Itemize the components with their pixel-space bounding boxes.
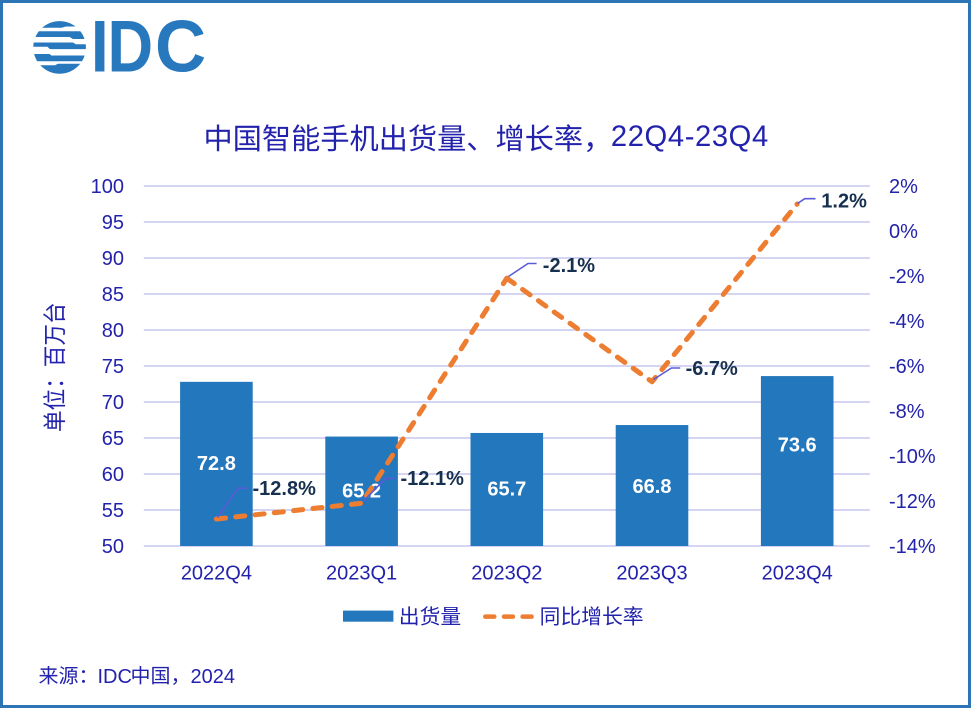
svg-text:-8%: -8% — [889, 401, 925, 423]
svg-text:2023Q1: 2023Q1 — [326, 563, 397, 585]
svg-text:100: 100 — [91, 176, 124, 198]
svg-text:60: 60 — [102, 464, 124, 486]
svg-text:80: 80 — [102, 320, 124, 342]
svg-text:65.7: 65.7 — [487, 479, 526, 501]
svg-text:-6%: -6% — [889, 356, 925, 378]
svg-text:65: 65 — [102, 428, 124, 450]
svg-text:66.8: 66.8 — [633, 476, 672, 498]
svg-text:1.2%: 1.2% — [821, 190, 867, 212]
svg-text:2%: 2% — [889, 176, 918, 198]
svg-text:2024: 2024 — [191, 666, 236, 688]
svg-text:-12.8%: -12.8% — [253, 478, 317, 500]
svg-text:D: D — [108, 6, 154, 87]
svg-text:2022Q4: 2022Q4 — [181, 563, 252, 585]
svg-text:2023Q3: 2023Q3 — [616, 563, 687, 585]
svg-text:0%: 0% — [889, 221, 918, 243]
svg-text:-2%: -2% — [889, 266, 925, 288]
svg-text:50: 50 — [102, 536, 124, 558]
svg-text:-14%: -14% — [889, 536, 936, 558]
svg-text:70: 70 — [102, 392, 124, 414]
svg-text:-2.1%: -2.1% — [543, 255, 595, 277]
svg-text:75: 75 — [102, 356, 124, 378]
svg-text:I: I — [91, 6, 109, 88]
svg-text:-12%: -12% — [889, 491, 936, 513]
svg-text:55: 55 — [102, 500, 124, 522]
svg-text:C: C — [155, 7, 206, 88]
svg-text:-10%: -10% — [889, 446, 936, 468]
svg-text:85: 85 — [102, 284, 124, 306]
svg-text:72.8: 72.8 — [197, 453, 236, 475]
svg-text:-4%: -4% — [889, 311, 925, 333]
svg-text:2023Q2: 2023Q2 — [471, 563, 542, 585]
svg-text:90: 90 — [102, 248, 124, 270]
svg-text:-6.7%: -6.7% — [686, 358, 738, 380]
svg-text:22Q4-23Q4: 22Q4-23Q4 — [611, 121, 769, 153]
svg-text:2023Q4: 2023Q4 — [762, 563, 833, 585]
svg-text:73.6: 73.6 — [778, 435, 817, 457]
svg-text:65.2: 65.2 — [342, 481, 381, 503]
svg-text:95: 95 — [102, 212, 124, 234]
svg-text:IDC: IDC — [98, 666, 132, 688]
svg-text:-12.1%: -12.1% — [401, 468, 465, 490]
